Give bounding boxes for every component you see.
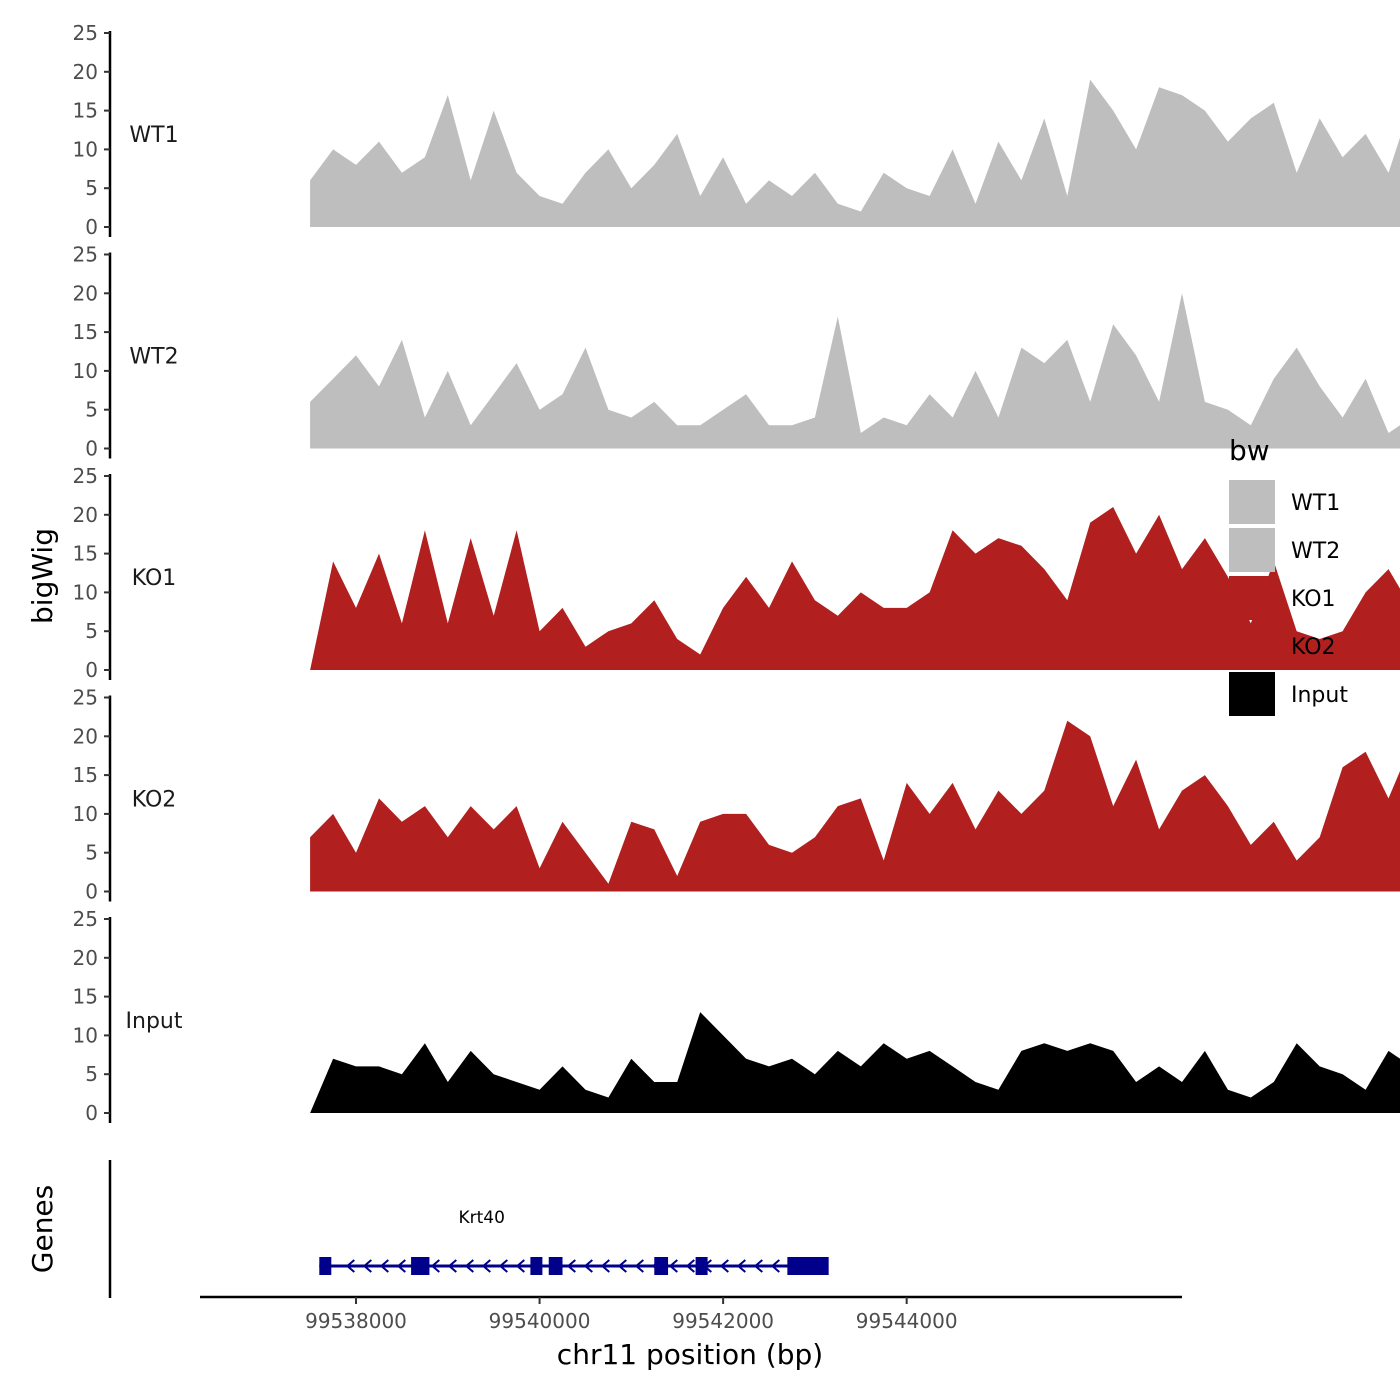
genes-axis-title: Genes [26, 1185, 59, 1273]
y-tick-label: 0 [85, 658, 98, 682]
y-tick-label: 0 [85, 1101, 98, 1125]
y-tick-label: 25 [73, 21, 98, 45]
strand-arrow [566, 1259, 576, 1273]
y-tick-label: 5 [85, 1062, 98, 1086]
gene-exon [548, 1257, 563, 1275]
strand-arrow [770, 1259, 780, 1273]
y-tick-label: 15 [73, 542, 98, 566]
y-tick-label: 10 [73, 137, 98, 161]
y-tick-label: 15 [73, 985, 98, 1009]
y-tick-label: 10 [73, 580, 98, 604]
y-tick-label: 0 [85, 437, 98, 461]
strand-arrow [617, 1259, 627, 1273]
track-label-ko2: KO2 [132, 788, 177, 813]
strand-arrow [634, 1259, 644, 1273]
x-tick-label: 99540000 [489, 1309, 591, 1333]
x-tick-label: 99542000 [672, 1309, 774, 1333]
y-tick-label: 0 [85, 215, 98, 239]
track-label-ko1: KO1 [132, 566, 177, 591]
y-tick-label: 5 [85, 176, 98, 200]
x-tick-label: 99538000 [305, 1309, 407, 1333]
gene-track-panel: Krt40 [108, 1160, 829, 1298]
strand-arrow [600, 1259, 610, 1273]
gene-exon [654, 1257, 669, 1275]
area-wt1 [310, 79, 1400, 227]
strand-arrow [345, 1259, 355, 1273]
track-label-wt2: WT2 [129, 345, 178, 370]
strand-arrow [362, 1259, 372, 1273]
legend-label-ko2: KO2 [1291, 635, 1336, 660]
y-tick-label: 20 [73, 60, 98, 84]
strand-arrow [668, 1259, 678, 1273]
y-tick-label: 0 [85, 880, 98, 904]
signal-tracks: 0510152025WT10510152025WT20510152025KO10… [73, 21, 1400, 1125]
y-axis-title: bigWig [26, 528, 59, 624]
strand-arrow [515, 1259, 525, 1273]
legend-label-input: Input [1291, 683, 1348, 708]
y-tick-label: 15 [73, 99, 98, 123]
gene-label: Krt40 [458, 1208, 504, 1228]
gene-exon [319, 1257, 332, 1275]
strand-arrow [753, 1259, 763, 1273]
legend-swatch-ko1 [1229, 576, 1275, 620]
y-tick-label: 10 [73, 359, 98, 383]
track-label-input: Input [126, 1009, 183, 1034]
x-axis: 99538000 99540000 99542000 99544000 [200, 1295, 1182, 1333]
area-ko2 [310, 720, 1400, 892]
legend-swatch-ko2 [1229, 624, 1275, 668]
strand-arrow [447, 1259, 457, 1273]
legend-swatch-input [1229, 672, 1275, 716]
gene-exon [787, 1257, 829, 1275]
y-tick-label: 10 [73, 1023, 98, 1047]
track-label-wt1: WT1 [129, 123, 178, 148]
strand-arrow [719, 1259, 729, 1273]
y-tick-label: 20 [73, 946, 98, 970]
strand-arrow [685, 1259, 695, 1273]
y-tick-label: 25 [73, 464, 98, 488]
area-ko1 [310, 507, 1400, 670]
gene-exon [695, 1257, 708, 1275]
legend-label-ko1: KO1 [1291, 587, 1336, 612]
legend-label-wt2: WT2 [1291, 539, 1340, 564]
y-tick-label: 10 [73, 802, 98, 826]
strand-arrow [583, 1259, 593, 1273]
y-tick-label: 5 [85, 619, 98, 643]
gene-exon [411, 1257, 430, 1275]
legend-title: bw [1229, 434, 1270, 467]
y-tick-label: 25 [73, 907, 98, 931]
strand-arrow [481, 1259, 491, 1273]
y-tick-label: 5 [85, 841, 98, 865]
area-input [310, 1012, 1400, 1113]
legend-label-wt1: WT1 [1291, 491, 1340, 516]
y-tick-label: 15 [73, 320, 98, 344]
y-tick-label: 20 [73, 281, 98, 305]
track-ko1: 0 5 10 15 20 25 KO1 [73, 464, 1400, 682]
strand-arrow [464, 1259, 474, 1273]
strand-arrow [396, 1259, 406, 1273]
track-ko2: 0 5 10 15 20 25 KO2 [73, 686, 1400, 904]
area-wt2 [310, 293, 1400, 449]
legend-swatch-wt1 [1229, 480, 1275, 524]
y-tick-label: 25 [73, 686, 98, 710]
x-axis-title: chr11 position (bp) [557, 1338, 823, 1371]
y-tick-label: 5 [85, 398, 98, 422]
gene-exon [530, 1257, 543, 1275]
strand-arrow [736, 1259, 746, 1273]
strand-arrow [430, 1259, 440, 1273]
x-tick-label: 99544000 [856, 1309, 958, 1333]
legend-swatch-wt2 [1229, 528, 1275, 572]
legend: bw WT1 WT2 KO1 KO2 Input [1229, 434, 1348, 716]
strand-arrow [379, 1259, 389, 1273]
track-input: 0 5 10 15 20 25 Input [73, 907, 1400, 1125]
y-tick-label: 15 [73, 763, 98, 787]
track-wt1: 0 5 10 15 20 25 WT1 [73, 21, 1400, 239]
strand-arrow [498, 1259, 508, 1273]
y-tick-label: 20 [73, 724, 98, 748]
track-wt2: 0 5 10 15 20 25 WT2 [73, 243, 1400, 461]
y-tick-label: 20 [73, 503, 98, 527]
y-tick-label: 25 [73, 243, 98, 267]
